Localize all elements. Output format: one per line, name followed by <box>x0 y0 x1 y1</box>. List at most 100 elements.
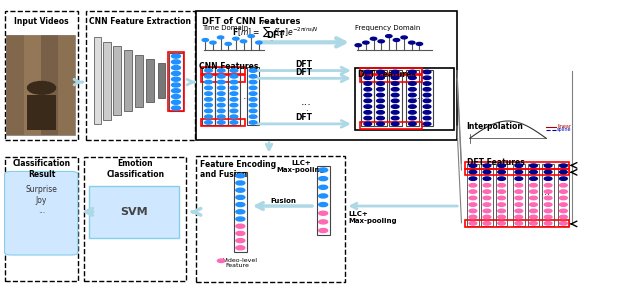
Bar <box>420 70 433 126</box>
Circle shape <box>423 116 431 120</box>
Circle shape <box>218 103 225 107</box>
Circle shape <box>230 121 238 124</box>
Circle shape <box>469 184 477 187</box>
Bar <box>234 172 246 251</box>
Circle shape <box>559 177 567 180</box>
Circle shape <box>469 190 477 193</box>
Circle shape <box>498 203 506 206</box>
Circle shape <box>249 98 257 101</box>
Circle shape <box>230 103 238 107</box>
Circle shape <box>544 215 552 219</box>
Circle shape <box>498 196 506 200</box>
Circle shape <box>230 98 238 101</box>
Circle shape <box>423 122 431 126</box>
Circle shape <box>392 105 399 108</box>
Circle shape <box>355 44 362 47</box>
Circle shape <box>218 98 225 101</box>
Bar <box>355 68 454 130</box>
Circle shape <box>205 109 212 113</box>
Bar <box>317 166 330 235</box>
Circle shape <box>371 37 377 40</box>
Circle shape <box>559 190 567 193</box>
Circle shape <box>498 209 506 213</box>
Bar <box>27 95 56 130</box>
Circle shape <box>230 74 238 78</box>
Circle shape <box>218 69 225 72</box>
Circle shape <box>205 74 212 78</box>
Circle shape <box>236 203 245 207</box>
Circle shape <box>205 115 212 118</box>
Circle shape <box>469 170 477 174</box>
Bar <box>94 38 101 124</box>
Bar <box>168 52 184 111</box>
Circle shape <box>423 82 431 85</box>
Circle shape <box>249 80 257 84</box>
Bar <box>103 42 111 120</box>
Circle shape <box>408 111 416 114</box>
Circle shape <box>408 82 416 85</box>
Bar <box>41 35 58 135</box>
Circle shape <box>236 174 245 178</box>
Bar <box>467 164 479 226</box>
Circle shape <box>515 215 523 219</box>
Circle shape <box>483 209 491 213</box>
Circle shape <box>498 177 506 180</box>
Circle shape <box>218 80 225 84</box>
Circle shape <box>230 115 238 118</box>
Circle shape <box>559 164 567 167</box>
Circle shape <box>408 99 416 102</box>
Circle shape <box>28 81 56 94</box>
Circle shape <box>172 71 180 75</box>
Circle shape <box>378 40 385 43</box>
Circle shape <box>401 36 407 39</box>
Circle shape <box>515 196 523 200</box>
Bar <box>124 50 132 111</box>
Circle shape <box>469 164 477 167</box>
Bar <box>513 164 525 226</box>
Bar <box>84 157 186 281</box>
Circle shape <box>236 195 245 199</box>
Circle shape <box>233 37 239 40</box>
Bar <box>24 35 41 135</box>
Circle shape <box>530 203 538 206</box>
Text: spline: spline <box>557 127 572 132</box>
Circle shape <box>364 122 372 126</box>
Circle shape <box>236 239 245 243</box>
Circle shape <box>236 217 245 221</box>
Circle shape <box>559 196 567 200</box>
Text: $\mathbf{F}[m]=\sum_{n=0}^{N-1}f[n]e^{-2\pi ins/N}$: $\mathbf{F}[m]=\sum_{n=0}^{N-1}f[n]e^{-2… <box>232 18 319 47</box>
Circle shape <box>377 88 385 91</box>
Text: linear: linear <box>557 124 571 129</box>
Circle shape <box>364 105 372 108</box>
Circle shape <box>469 221 477 225</box>
Circle shape <box>364 99 372 102</box>
Circle shape <box>363 41 369 44</box>
Bar <box>4 157 78 281</box>
Bar <box>528 164 540 226</box>
Circle shape <box>202 39 209 41</box>
Text: LLC+
Max-pooling: LLC+ Max-pooling <box>349 211 397 224</box>
Bar <box>196 11 457 140</box>
Circle shape <box>392 111 399 114</box>
Circle shape <box>423 105 431 108</box>
Text: DFT: DFT <box>266 31 285 40</box>
Circle shape <box>530 190 538 193</box>
Bar <box>135 55 143 107</box>
Bar <box>201 119 246 126</box>
Bar <box>542 164 554 226</box>
Circle shape <box>392 88 399 91</box>
Circle shape <box>255 41 262 44</box>
Text: Time Domain: Time Domain <box>202 25 248 31</box>
Circle shape <box>530 196 538 200</box>
Circle shape <box>423 111 431 114</box>
Bar <box>169 53 183 111</box>
Circle shape <box>483 196 491 200</box>
Bar <box>465 221 568 227</box>
Text: DFT Features: DFT Features <box>358 70 416 79</box>
Bar <box>201 67 246 74</box>
Circle shape <box>236 181 245 185</box>
Circle shape <box>248 35 254 38</box>
Text: Fusion: Fusion <box>271 198 296 204</box>
Circle shape <box>205 103 212 107</box>
Bar <box>202 67 215 125</box>
